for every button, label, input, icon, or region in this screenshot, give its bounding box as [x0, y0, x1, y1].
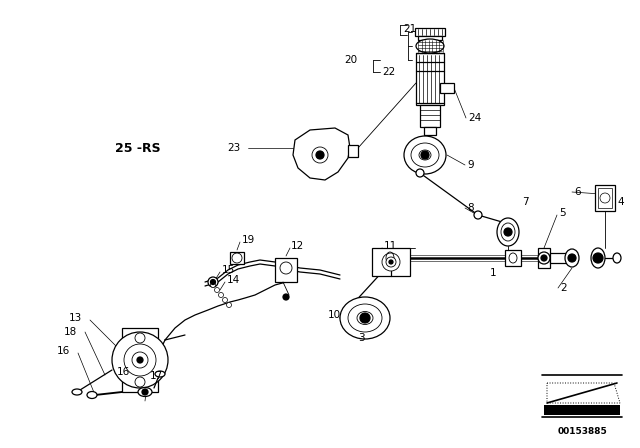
Text: 8: 8	[467, 203, 474, 213]
Bar	[372, 248, 410, 276]
Text: 13: 13	[68, 313, 82, 323]
Text: 00153885: 00153885	[557, 427, 607, 436]
Text: 9: 9	[467, 160, 474, 170]
Circle shape	[137, 357, 143, 363]
Bar	[230, 252, 244, 264]
Bar	[538, 248, 550, 268]
Text: 19: 19	[242, 235, 255, 245]
Bar	[424, 127, 436, 135]
Bar	[122, 328, 158, 392]
Text: 3: 3	[358, 333, 365, 343]
Text: 16: 16	[57, 346, 70, 356]
Text: 22: 22	[382, 67, 396, 77]
Circle shape	[416, 169, 424, 177]
Ellipse shape	[155, 371, 165, 377]
Ellipse shape	[72, 389, 82, 395]
Ellipse shape	[138, 388, 152, 396]
Bar	[390, 251, 404, 265]
Text: 6: 6	[574, 187, 580, 197]
Bar	[440, 83, 454, 93]
Text: 24: 24	[468, 113, 481, 123]
Bar	[505, 250, 521, 266]
Text: 20: 20	[344, 55, 357, 65]
Text: 5: 5	[559, 208, 566, 218]
Text: 23: 23	[227, 143, 240, 153]
Bar	[544, 405, 620, 415]
Circle shape	[208, 277, 218, 287]
Circle shape	[223, 297, 227, 302]
Ellipse shape	[416, 39, 444, 53]
Circle shape	[593, 253, 603, 263]
Bar	[595, 185, 615, 211]
Text: 4: 4	[617, 197, 623, 207]
Circle shape	[538, 252, 550, 264]
Text: 1: 1	[490, 268, 497, 278]
Bar	[598, 188, 612, 208]
Text: 10: 10	[328, 310, 341, 320]
Ellipse shape	[497, 218, 519, 246]
Text: 12: 12	[291, 241, 304, 251]
Circle shape	[504, 228, 512, 236]
Circle shape	[389, 260, 393, 264]
Ellipse shape	[340, 297, 390, 339]
Text: 11: 11	[384, 241, 397, 251]
Text: 2: 2	[560, 283, 566, 293]
Ellipse shape	[419, 150, 431, 160]
Ellipse shape	[613, 253, 621, 263]
Circle shape	[316, 151, 324, 159]
Text: 17: 17	[150, 371, 163, 381]
Circle shape	[474, 211, 482, 219]
Ellipse shape	[357, 311, 373, 324]
Circle shape	[211, 283, 216, 288]
Circle shape	[218, 293, 223, 297]
Text: 25 -RS: 25 -RS	[115, 142, 161, 155]
Bar	[416, 53, 444, 105]
Ellipse shape	[404, 136, 446, 174]
Circle shape	[132, 352, 148, 368]
Circle shape	[227, 302, 232, 307]
Bar	[550, 253, 570, 263]
Ellipse shape	[591, 248, 605, 268]
Text: 16: 16	[117, 367, 131, 377]
Circle shape	[211, 280, 216, 284]
Polygon shape	[293, 128, 350, 180]
Circle shape	[386, 257, 396, 267]
Text: 21: 21	[403, 24, 416, 34]
Bar	[418, 36, 442, 40]
Ellipse shape	[87, 392, 97, 399]
Text: 15: 15	[222, 265, 236, 275]
Bar	[275, 258, 297, 282]
Text: 14: 14	[227, 275, 240, 285]
Ellipse shape	[565, 249, 579, 267]
Text: 18: 18	[64, 327, 77, 337]
Circle shape	[112, 332, 168, 388]
Circle shape	[421, 151, 429, 159]
Text: 7: 7	[522, 197, 529, 207]
Bar	[348, 145, 358, 157]
Circle shape	[283, 294, 289, 300]
Bar	[420, 105, 440, 127]
Circle shape	[214, 288, 220, 293]
Circle shape	[360, 313, 370, 323]
Circle shape	[142, 389, 148, 395]
Bar	[415, 28, 445, 36]
Circle shape	[568, 254, 576, 262]
Circle shape	[541, 255, 547, 261]
